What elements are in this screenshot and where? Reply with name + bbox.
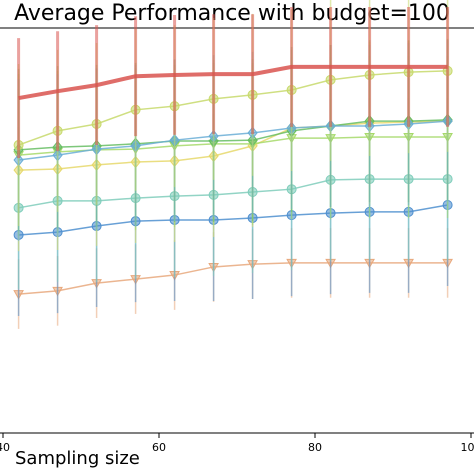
- series-line: [18, 70, 448, 146]
- chart-title: Average Performance with budget=100: [14, 1, 450, 26]
- x-tick-label: 40: [0, 441, 10, 454]
- series-line: [18, 120, 448, 161]
- x-tick-label: 100: [461, 441, 474, 454]
- series-line: [18, 119, 448, 151]
- x-tick-label: 60: [152, 441, 166, 454]
- series-line: [18, 204, 448, 236]
- series-line: [18, 64, 448, 101]
- x-axis-label: Sampling size: [15, 448, 140, 469]
- series-line: [18, 262, 448, 295]
- x-tick-label: 80: [308, 441, 322, 454]
- series-line: [18, 120, 448, 171]
- series-line: [18, 178, 448, 209]
